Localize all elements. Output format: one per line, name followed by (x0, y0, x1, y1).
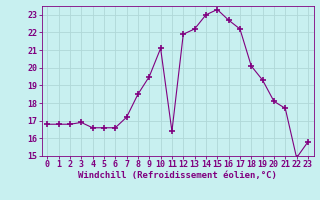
X-axis label: Windchill (Refroidissement éolien,°C): Windchill (Refroidissement éolien,°C) (78, 171, 277, 180)
